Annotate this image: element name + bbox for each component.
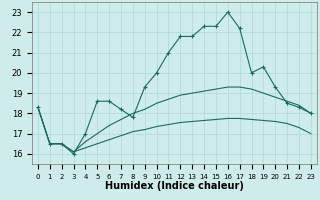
X-axis label: Humidex (Indice chaleur): Humidex (Indice chaleur) bbox=[105, 181, 244, 191]
